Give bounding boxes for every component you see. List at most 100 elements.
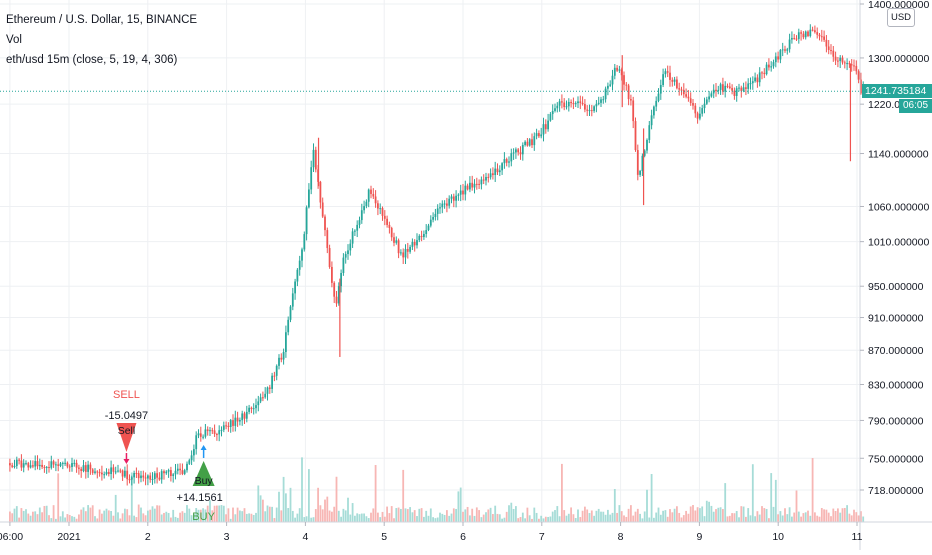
candle-body [731,88,733,91]
candle-body [319,181,322,203]
candle-body [641,155,644,172]
volume-bar [91,505,94,522]
candle-body [687,96,690,99]
volume-bar [135,517,138,522]
candle-body [653,106,655,116]
volume-bar [273,518,276,522]
candle-body [140,475,142,479]
candle-body [137,473,140,479]
volume-bar [855,512,858,522]
volume-bar [547,516,549,522]
candle-body [613,67,616,76]
candle-body [282,352,285,360]
candle-body [32,465,34,467]
candle-body [639,171,641,175]
y-tick-label: 1060.000000 [868,201,929,213]
candle-body [190,455,193,461]
candle-body [857,71,860,80]
candle-body [363,206,365,211]
candle-body [664,71,667,75]
candle-body [860,79,862,94]
candle-body [66,462,69,467]
time-axis[interactable]: 06:00 2021 2 3 4 5 6 7 8 9 10 11 [0,521,932,543]
volume-bar [195,508,198,522]
volume-bar [551,511,554,522]
candle-body [480,179,483,185]
volume-bar [213,505,216,522]
candle-body [314,149,317,170]
volume-bar [604,514,607,522]
candle-body [669,72,671,80]
volume-bar [71,516,73,522]
candle-body [312,149,315,168]
volume-bar [167,512,170,522]
candle-body [581,102,584,105]
candle-body [383,215,386,219]
volume-bar [209,500,211,522]
candle-body [807,31,809,37]
candle-body [501,163,503,171]
candle-body [402,252,405,258]
candle-body [804,31,807,38]
candle-body [220,429,223,431]
volume-bar [234,514,237,522]
volume-bar [751,464,754,522]
volume-bar [107,510,110,522]
candle-body [475,183,478,185]
candle-body [218,430,221,435]
volume-bar [786,514,789,522]
candle-body [50,461,53,468]
volume-bar [124,508,126,522]
candle-body [607,85,609,89]
volume-bar [561,463,563,522]
volume-bar [538,518,540,522]
volume-bar [179,512,181,522]
volume-bar [602,511,605,522]
volume-bar [508,505,510,522]
volume-bar [641,518,644,522]
candle-body [202,436,204,438]
candle-body [735,88,738,96]
volume-bar [800,516,802,522]
volume-bar [13,508,16,522]
candle-body [770,66,773,68]
candle-body [326,230,329,249]
candle-body [655,100,658,107]
candle-body [439,207,441,209]
volume-bar [20,508,23,522]
volume-bar [765,508,768,522]
volume-bar [597,508,600,522]
volume-bar [268,506,271,522]
candle-body [204,429,207,437]
candle-body [855,65,858,72]
volume-bar [204,509,207,522]
candle-body [209,430,211,432]
volume-bar [462,511,464,522]
candle-body [41,464,43,467]
volume-bar [823,509,825,522]
volume-bar [802,513,805,522]
volume-bar [199,509,202,522]
volume-bar [710,505,713,522]
volume-bar [827,512,830,522]
volume-bar [18,517,20,522]
candle-body [266,387,269,394]
price-axis[interactable]: 1400.0000001300.0000001220.0000001140.00… [859,0,929,550]
volume-bars [9,457,865,522]
volume-bar [257,485,260,522]
volume-bar [662,510,664,522]
candle-body [117,470,119,472]
candle-body [699,113,701,119]
candle-body [61,462,64,464]
currency-button[interactable]: USD [887,8,915,27]
candle-body [179,468,181,471]
candle-body [211,430,214,432]
volume-bar [554,510,556,522]
volume-bar [105,508,108,522]
candle-body [225,425,227,427]
candle-body [823,36,825,40]
volume-bar [423,516,425,522]
candle-body [462,190,464,195]
